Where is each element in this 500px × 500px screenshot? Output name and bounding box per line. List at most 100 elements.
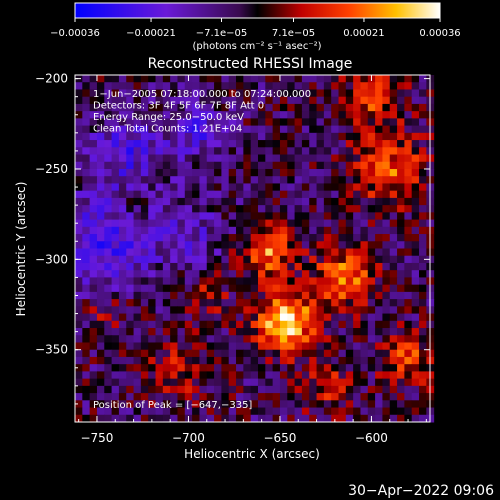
heatmap-cell — [279, 75, 288, 83]
heatmap-cell — [82, 89, 91, 98]
heatmap-cell — [118, 284, 127, 293]
heatmap-cell — [397, 342, 405, 351]
heatmap-cell — [214, 291, 222, 300]
heatmap-cell — [228, 96, 237, 105]
heatmap-cell — [338, 400, 347, 409]
heatmap-cell — [75, 161, 83, 170]
heatmap-cell — [236, 89, 244, 98]
heatmap-cell — [126, 291, 135, 300]
heatmap-cell — [397, 89, 405, 98]
heatmap-cell — [360, 328, 369, 336]
heatmap-cell — [118, 400, 127, 409]
heatmap-cell — [126, 407, 135, 416]
heatmap-cell — [214, 103, 222, 112]
heatmap-cell — [111, 140, 120, 148]
heatmap-cell — [89, 168, 98, 177]
heatmap-cell — [96, 197, 105, 206]
heatmap-cell — [250, 378, 259, 387]
heatmap-cell — [228, 140, 237, 148]
heatmap-cell — [162, 241, 171, 249]
heatmap-cell — [411, 313, 420, 322]
heatmap-cell — [148, 270, 157, 278]
heatmap-cell — [75, 342, 83, 351]
heatmap-cell — [294, 284, 303, 293]
heatmap-cell — [375, 82, 383, 90]
heatmap-cell — [184, 356, 193, 365]
heatmap-cell — [89, 183, 98, 192]
heatmap-cell — [111, 125, 120, 134]
heatmap-cell — [375, 132, 383, 141]
heatmap-cell — [272, 306, 281, 315]
heatmap-cell — [309, 255, 318, 264]
heatmap-cell — [279, 248, 288, 257]
heatmap-cell — [338, 219, 347, 228]
heatmap-cell — [287, 270, 296, 278]
heatmap-cell — [250, 328, 259, 336]
heatmap-cell — [294, 226, 303, 235]
heatmap-cell — [184, 212, 193, 221]
heatmap-cell — [228, 320, 237, 329]
heatmap-cell — [214, 234, 222, 242]
heatmap-cell — [104, 342, 113, 351]
heatmap-cell — [360, 140, 369, 148]
heatmap-cell — [155, 378, 164, 387]
heatmap-cell — [301, 407, 310, 416]
heatmap-cell — [404, 313, 413, 322]
heatmap-cell — [397, 284, 405, 293]
heatmap-cell — [331, 103, 340, 112]
heatmap-cell — [331, 212, 340, 221]
heatmap-cell — [96, 277, 105, 286]
heatmap-cell — [411, 393, 420, 401]
heatmap-cell — [338, 248, 347, 257]
heatmap-cell — [133, 335, 142, 343]
heatmap-cell — [221, 400, 230, 409]
heatmap-cell — [389, 335, 398, 343]
heatmap-cell — [155, 277, 164, 286]
heatmap-cell — [309, 125, 318, 134]
heatmap-cell — [257, 349, 266, 358]
heatmap-cell — [279, 299, 288, 307]
heatmap-cell — [236, 277, 244, 286]
heatmap-cell — [170, 118, 178, 127]
heatmap-cell — [316, 212, 325, 221]
heatmap-cell — [309, 356, 318, 365]
heatmap-cell — [360, 241, 369, 249]
heatmap-cell — [367, 342, 376, 351]
heatmap-cell — [155, 335, 164, 343]
heatmap-cell — [287, 299, 296, 307]
heatmap-cell — [389, 226, 398, 235]
heatmap-cell — [148, 111, 157, 119]
heatmap-cell — [206, 320, 215, 329]
heatmap-cell — [96, 176, 105, 184]
heatmap-cell — [316, 349, 325, 358]
heatmap-cell — [411, 161, 420, 170]
heatmap-cell — [126, 328, 135, 336]
heatmap-cell — [111, 393, 120, 401]
heatmap-cell — [404, 393, 413, 401]
heatmap-cell — [316, 393, 325, 401]
heatmap-cell — [170, 183, 178, 192]
heatmap-cell — [272, 349, 281, 358]
heatmap-cell — [89, 111, 98, 119]
heatmap-cell — [155, 219, 164, 228]
heatmap-cell — [367, 335, 376, 343]
heatmap-cell — [294, 118, 303, 127]
heatmap-cell — [170, 277, 178, 286]
heatmap-cell — [184, 111, 193, 119]
heatmap-cell — [243, 378, 252, 387]
heatmap-cell — [162, 234, 171, 242]
heatmap-cell — [331, 284, 340, 293]
heatmap-cell — [375, 140, 383, 148]
heatmap-cell — [170, 96, 178, 105]
heatmap-cell — [345, 248, 354, 257]
heatmap-cell — [419, 328, 427, 336]
heatmap-cell — [367, 277, 376, 286]
heatmap-cell — [214, 335, 222, 343]
heatmap-cell — [184, 176, 193, 184]
heatmap-cell — [243, 291, 252, 300]
heatmap-cell — [126, 342, 135, 351]
heatmap-cell — [360, 262, 369, 271]
heatmap-cell — [221, 342, 230, 351]
heatmap-cell — [323, 255, 332, 264]
heatmap-cell — [199, 349, 208, 358]
